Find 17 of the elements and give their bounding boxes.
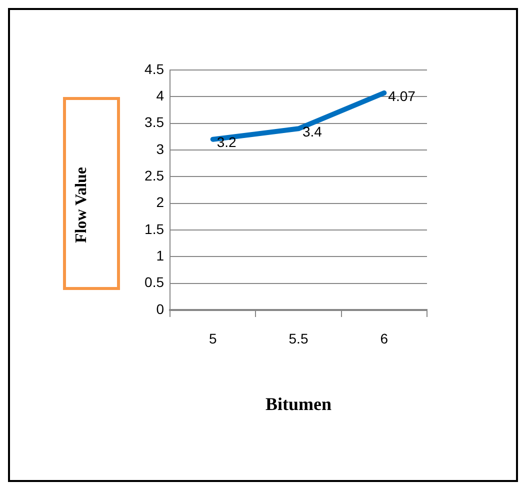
y-tick-label: 3 [156,140,164,157]
y-tick-label: 0.5 [144,274,164,290]
y-tick-label: 2.5 [144,168,164,184]
y-tick-label: 0 [156,300,164,317]
x-tick-label: 6 [380,330,388,346]
y-tick-label: 4.5 [144,60,164,77]
y-tick-label: 1 [156,248,164,264]
x-tick-label: 5 [208,330,217,346]
y-axis-title: Flow Value [73,166,90,244]
y-tick-label: 3.5 [144,114,164,130]
y-tick-label: 2 [156,194,164,210]
x-tick-label: 5.5 [288,330,308,346]
y-tick-label: 4 [156,88,164,104]
x-axis-title: Bitumen [265,394,332,414]
data-label: 4.07 [388,88,416,104]
data-label: 3.4 [302,124,322,140]
y-tick-label: 1.5 [144,220,164,237]
